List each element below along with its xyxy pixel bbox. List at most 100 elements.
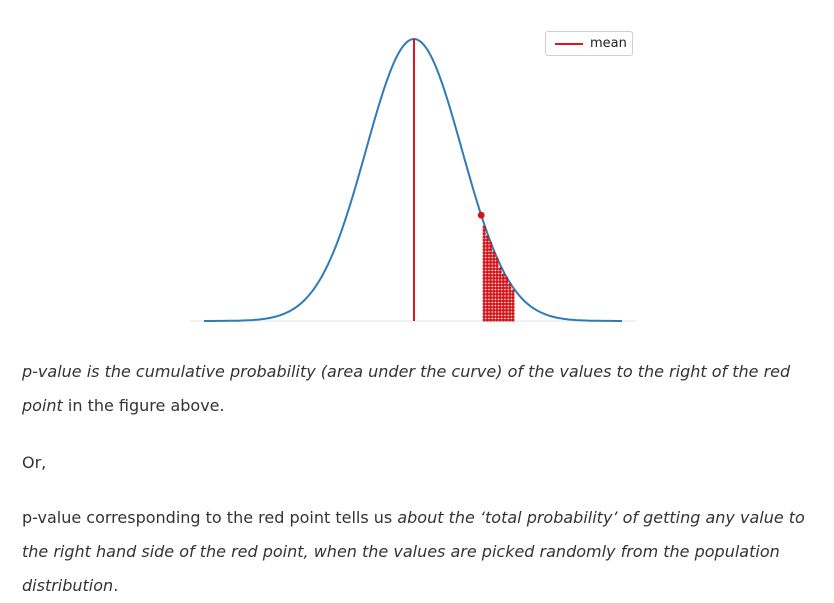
tail-area-dot (501, 315, 505, 319)
tail-area-dot (492, 283, 496, 287)
tail-area-dot (485, 315, 489, 319)
definition-italic: p-value is the cumulative probability (a… (22, 362, 791, 415)
tail-area-dot (495, 267, 499, 271)
tail-area-dot (511, 308, 515, 312)
tail-area-dot (508, 286, 512, 290)
tail-area-dot (495, 296, 499, 300)
tail-area-dot (495, 270, 499, 274)
tail-area-dot (492, 312, 496, 316)
legend: mean (545, 31, 633, 56)
tail-area-dot (485, 299, 489, 303)
tail-area-dot (495, 299, 499, 303)
tail-area-dot (482, 244, 486, 248)
tail-area-dot (511, 296, 515, 300)
tail-area-dot (511, 305, 515, 309)
tail-area-dot (505, 305, 509, 309)
tail-area-dot (492, 308, 496, 312)
tail-area-dot (482, 315, 486, 319)
tail-area-dot (492, 260, 496, 264)
tail-area-dot (501, 296, 505, 300)
tail-area-dot (495, 292, 499, 296)
tail-area-dot (505, 276, 509, 280)
tail-area-dot (485, 248, 489, 252)
tail-area-dot (495, 280, 499, 284)
tail-area-dot (498, 280, 502, 284)
tail-area-dot (508, 305, 512, 309)
tail-area-dot (495, 305, 499, 309)
tail-area-dot (498, 318, 502, 322)
tail-area-dot (492, 286, 496, 290)
tail-area-dot (511, 302, 515, 306)
tail-area-dot (489, 264, 493, 268)
tail-area-dot (482, 273, 486, 277)
tail-area-dot (482, 267, 486, 271)
normal-distribution-figure (190, 37, 637, 322)
tail-area-dot (485, 305, 489, 309)
tail-area-dot (498, 312, 502, 316)
tail-area-dot (498, 302, 502, 306)
tail-area-dot (489, 273, 493, 277)
tail-area-dot (482, 283, 486, 287)
tail-area-dot (505, 318, 509, 322)
tail-area-dot (482, 235, 486, 239)
tail-area-dot (495, 276, 499, 280)
tail-area-dot (498, 270, 502, 274)
tail-area-dot (482, 225, 486, 229)
tail-area-dot (498, 305, 502, 309)
tail-area-dot (485, 260, 489, 264)
tail-area-dot (485, 264, 489, 268)
tail-area-dot (492, 302, 496, 306)
tail-area-dot (485, 241, 489, 245)
tail-area-dot (505, 296, 509, 300)
tail-area-dot (511, 312, 515, 316)
tail-area-dot (489, 286, 493, 290)
tail-area-dot (495, 283, 499, 287)
tail-area-dot (508, 283, 512, 287)
tail-area-dot (485, 235, 489, 239)
tail-area-dot (498, 273, 502, 277)
tail-area-dot (485, 308, 489, 312)
tail-area-dot (489, 312, 493, 316)
tail-area-dot (511, 315, 515, 319)
tail-area-dot (482, 299, 486, 303)
tail-area-dot (498, 276, 502, 280)
tail-area-dot (489, 289, 493, 293)
tail-area-dot (485, 280, 489, 284)
tail-area-dot (505, 315, 509, 319)
tail-area-dot (505, 286, 509, 290)
tail-area-dot (501, 273, 505, 277)
tail-area-dot (489, 308, 493, 312)
tail-area-dot (495, 318, 499, 322)
tail-area-points (477, 211, 515, 322)
tail-area-dot (492, 270, 496, 274)
paragraph-definition: p-value is the cumulative probability (a… (22, 355, 822, 423)
tail-area-dot (482, 312, 486, 316)
tail-area-dot (498, 267, 502, 271)
tail-area-dot (485, 267, 489, 271)
tail-area-dot (482, 270, 486, 274)
tail-area-dot (501, 286, 505, 290)
mean-legend-swatch (555, 43, 583, 45)
tail-area-dot (498, 296, 502, 300)
tail-area-dot (505, 308, 509, 312)
tail-area-dot (482, 251, 486, 255)
tail-area-dot (505, 312, 509, 316)
tail-area-dot (485, 276, 489, 280)
tail-area-dot (501, 299, 505, 303)
explanation-lead: p-value corresponding to the red point t… (22, 508, 398, 527)
tail-area-dot (492, 280, 496, 284)
tail-area-dot (489, 305, 493, 309)
tail-area-dot (505, 299, 509, 303)
tail-area-dot (508, 315, 512, 319)
tail-area-dot (485, 257, 489, 261)
tail-area-dot (482, 308, 486, 312)
tail-area-dot (501, 292, 505, 296)
tail-area-dot (489, 270, 493, 274)
tail-area-dot (482, 248, 486, 252)
tail-area-dot (508, 296, 512, 300)
tail-area-dot (495, 260, 499, 264)
tail-area-dot (492, 318, 496, 322)
tail-area-dot (501, 312, 505, 316)
tail-area-dot (485, 251, 489, 255)
tail-area-dot (498, 292, 502, 296)
